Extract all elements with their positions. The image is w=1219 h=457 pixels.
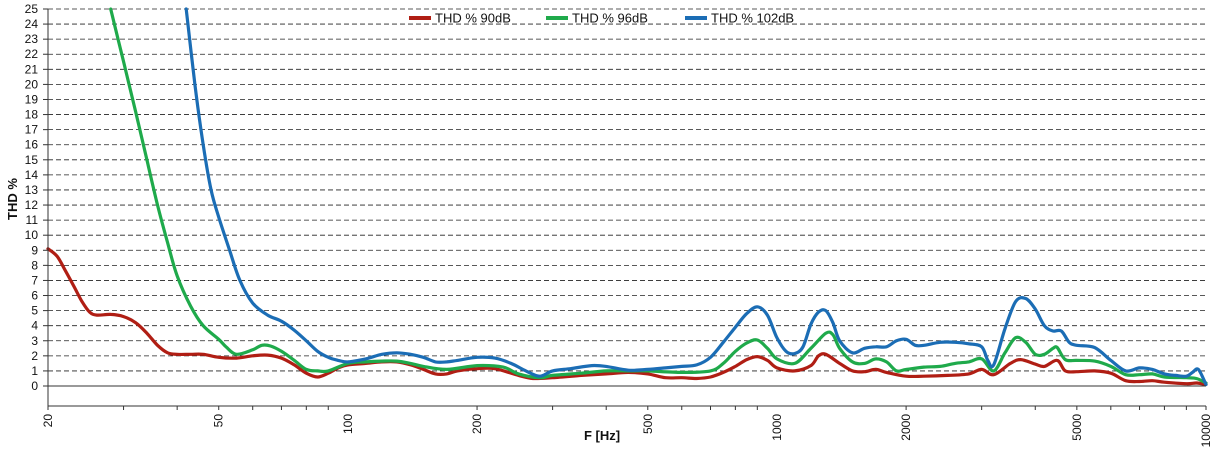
y-axis-ticks: 0123456789101112131415161718192021222324… bbox=[25, 2, 48, 393]
y-tick-label: 10 bbox=[25, 228, 39, 242]
x-tick-label: 2000 bbox=[899, 414, 913, 441]
y-tick-label: 12 bbox=[25, 198, 39, 212]
x-tick-label: 100 bbox=[341, 414, 355, 434]
y-tick-label: 3 bbox=[31, 334, 38, 348]
x-tick-label: 1000 bbox=[770, 414, 784, 441]
legend: THD % 90dB THD % 96dB THD % 102dB bbox=[409, 11, 794, 26]
axes bbox=[47, 9, 1206, 407]
legend-label: THD % 102dB bbox=[711, 11, 794, 26]
y-tick-label: 8 bbox=[31, 258, 38, 272]
y-tick-label: 19 bbox=[25, 92, 39, 106]
y-tick-label: 9 bbox=[31, 243, 38, 257]
y-tick-label: 23 bbox=[25, 32, 39, 46]
legend-label: THD % 96dB bbox=[572, 11, 648, 26]
y-tick-label: 2 bbox=[31, 349, 38, 363]
y-tick-label: 17 bbox=[25, 123, 39, 137]
y-tick-label: 24 bbox=[25, 17, 39, 31]
x-tick-label: 10000 bbox=[1199, 414, 1213, 448]
series-line-1 bbox=[46, 247, 1208, 387]
y-tick-label: 1 bbox=[31, 364, 38, 378]
y-tick-label: 18 bbox=[25, 108, 39, 122]
y-tick-label: 22 bbox=[25, 47, 39, 61]
y-tick-label: 15 bbox=[25, 153, 39, 167]
y-tick-label: 25 bbox=[25, 2, 39, 16]
y-tick-label: 16 bbox=[25, 138, 39, 152]
y-tick-label: 5 bbox=[31, 304, 38, 318]
series-line-2 bbox=[109, 7, 1208, 385]
x-axis-title: F [Hz] bbox=[584, 428, 620, 443]
series-lines bbox=[46, 7, 1208, 387]
series-line-3 bbox=[184, 7, 1208, 387]
x-tick-label: 500 bbox=[641, 414, 655, 434]
y-tick-label: 4 bbox=[31, 319, 38, 333]
x-axis-ticks: 20 50 100 200 500 1000 2000 5000 10000 bbox=[41, 406, 1213, 447]
x-tick-label: 5000 bbox=[1070, 414, 1084, 441]
grid-lines bbox=[48, 8, 1206, 372]
y-tick-label: 14 bbox=[25, 168, 39, 182]
y-axis-title: THD % bbox=[5, 178, 20, 220]
legend-label: THD % 90dB bbox=[435, 11, 511, 26]
y-tick-label: 11 bbox=[26, 213, 39, 227]
y-tick-label: 13 bbox=[25, 183, 39, 197]
y-tick-label: 0 bbox=[31, 379, 38, 393]
x-tick-label: 200 bbox=[470, 414, 484, 434]
y-tick-label: 21 bbox=[25, 62, 39, 76]
y-tick-label: 7 bbox=[31, 273, 38, 287]
y-tick-label: 6 bbox=[31, 289, 38, 303]
x-tick-label: 20 bbox=[41, 414, 55, 428]
x-tick-label: 50 bbox=[212, 414, 226, 428]
y-tick-label: 20 bbox=[25, 77, 39, 91]
